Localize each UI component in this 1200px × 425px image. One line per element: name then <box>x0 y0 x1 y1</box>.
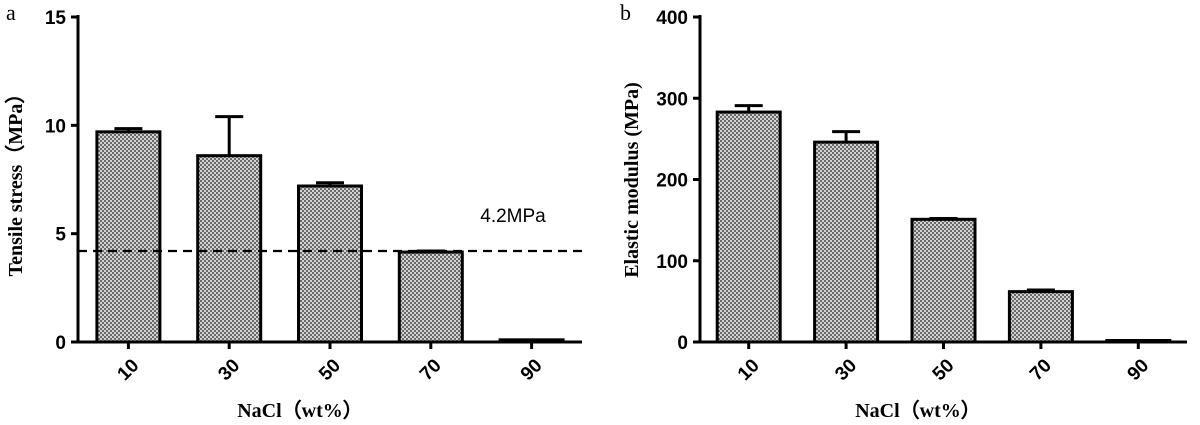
y-tick-label-b-200: 200 <box>656 171 688 192</box>
reference-line-label: 4.2MPa <box>480 206 546 227</box>
panel-letter-b: b <box>620 0 631 25</box>
y-tick-label-b-400: 400 <box>656 8 688 29</box>
bar-a-10 <box>95 130 162 344</box>
x-tick-label-b-90: 90 <box>1124 355 1154 385</box>
bar-b-70 <box>1007 290 1074 344</box>
bar-b-30 <box>813 140 880 344</box>
bar-a-70 <box>397 250 464 344</box>
x-tick-label-b-30: 30 <box>831 355 861 385</box>
x-tick-label-b-50: 50 <box>929 355 959 385</box>
x-tick-label-a-50: 50 <box>315 355 345 385</box>
bar-a-30 <box>196 154 263 344</box>
bar-b-10 <box>715 110 782 344</box>
y-tick-label-a-15: 15 <box>45 8 67 29</box>
x-axis-title-b: NaCl（wt%） <box>855 399 981 422</box>
y-tick-label-b-100: 100 <box>656 252 688 273</box>
x-tick-label-a-90: 90 <box>517 355 547 385</box>
chart-panel-b: b 10 30 50 70 90 0 100 200 300 400 Elastic modulu… <box>620 0 1187 422</box>
y-tick-label-b-300: 300 <box>656 89 688 110</box>
x-tick-label-b-70: 70 <box>1026 355 1056 385</box>
y-axis-title-b: Elastic modulus (MPa) <box>621 82 643 278</box>
x-tick-label-a-70: 70 <box>416 355 446 385</box>
x-tick-label-b-10: 10 <box>734 355 764 385</box>
y-tick-label-a-5: 5 <box>55 225 66 246</box>
panel-letter-a: a <box>6 0 16 25</box>
x-tick-label-a-10: 10 <box>114 355 144 385</box>
y-tick-label-a-10: 10 <box>45 116 66 137</box>
x-axis-title-a: NaCl（wt%） <box>237 399 363 422</box>
bar-b-50 <box>910 217 977 344</box>
x-tick-label-a-30: 30 <box>214 355 244 385</box>
bar-a-50 <box>297 184 363 344</box>
chart-panel-a: a 10 30 50 70 90 0 5 10 15 Tensile stress（MPa） N… <box>4 0 582 422</box>
y-tick-label-b-0: 0 <box>677 333 688 354</box>
y-tick-label-a-0: 0 <box>55 333 66 354</box>
y-axis-title-a: Tensile stress（MPa） <box>4 84 27 277</box>
